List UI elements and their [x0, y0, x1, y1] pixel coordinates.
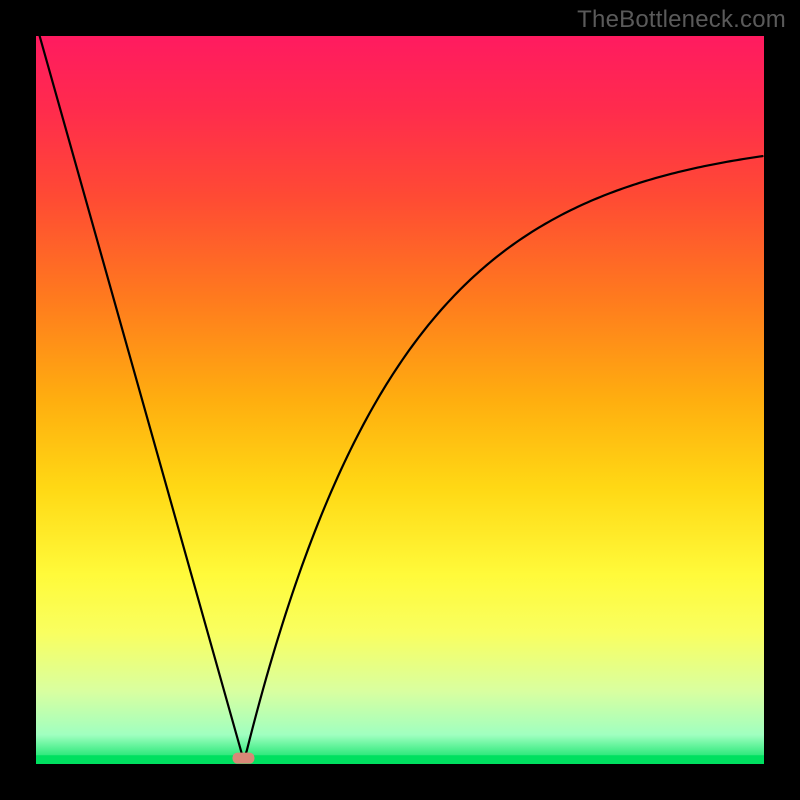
- bottleneck-chart: [0, 0, 800, 800]
- baseline-band: [36, 755, 764, 764]
- minimum-marker: [232, 753, 254, 764]
- gradient-background: [36, 36, 764, 764]
- watermark-text: TheBottleneck.com: [577, 6, 786, 34]
